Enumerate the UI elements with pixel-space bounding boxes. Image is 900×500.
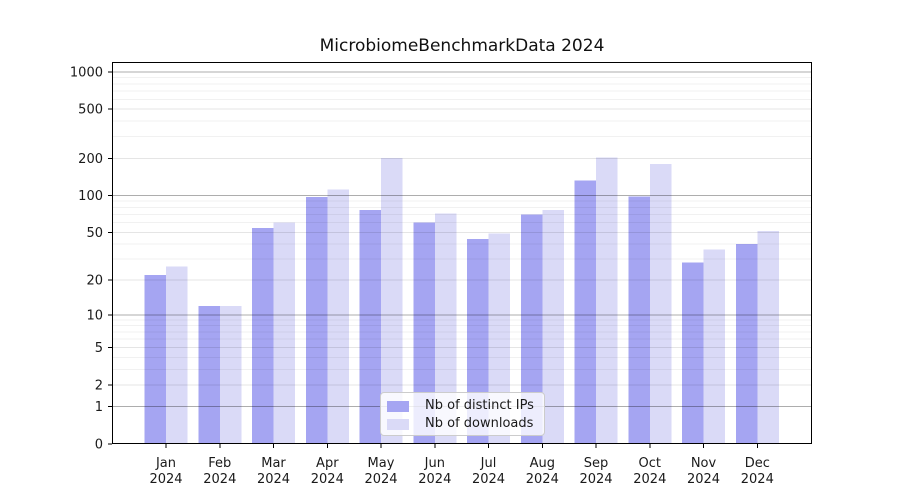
y-tick-label: 200 xyxy=(78,152,103,167)
x-tick-label-month: Oct xyxy=(639,456,661,471)
x-tick-label-month: May xyxy=(368,456,395,471)
legend: Nb of distinct IPs Nb of downloads xyxy=(380,392,545,436)
y-tick-label: 1 xyxy=(95,400,103,415)
bar-downloads xyxy=(757,231,779,444)
y-tick-label: 10 xyxy=(86,308,103,323)
x-tick-label-month: Mar xyxy=(261,456,286,471)
bar-distinct-ips xyxy=(682,262,704,444)
legend-label-downloads: Nb of downloads xyxy=(425,416,534,431)
bar-distinct-ips xyxy=(735,244,758,444)
chart-title: MicrobiomeBenchmarkData 2024 xyxy=(319,36,605,56)
bar-distinct-ips xyxy=(198,305,220,444)
x-tick-label-year: 2024 xyxy=(687,472,720,487)
x-tick-label-month: Jan xyxy=(155,456,176,471)
bar-downloads xyxy=(381,158,403,444)
bar-downloads xyxy=(327,189,349,444)
legend-label-distinct-ips: Nb of distinct IPs xyxy=(425,398,534,413)
legend-item-downloads: Nb of downloads xyxy=(387,415,534,433)
bar-distinct-ips xyxy=(628,196,650,444)
axis-frame xyxy=(112,62,812,444)
x-tick-label-year: 2024 xyxy=(149,472,182,487)
y-tick-label: 50 xyxy=(86,226,103,241)
y-tick-label: 2 xyxy=(95,378,103,393)
bar-distinct-ips xyxy=(144,275,166,444)
bar-downloads xyxy=(434,213,457,444)
y-tick-label: 500 xyxy=(78,103,103,118)
bar-downloads xyxy=(166,266,188,444)
x-tick-label-year: 2024 xyxy=(526,472,559,487)
x-tick-label-year: 2024 xyxy=(418,472,451,487)
bar-downloads xyxy=(703,249,725,444)
x-tick-label-year: 2024 xyxy=(311,472,344,487)
bar-distinct-ips xyxy=(520,214,543,444)
bar-downloads xyxy=(219,305,242,444)
x-tick-label-year: 2024 xyxy=(741,472,774,487)
y-tick-label: 1000 xyxy=(70,65,103,80)
x-tick-label-month: Sep xyxy=(584,456,609,471)
y-tick-label: 0 xyxy=(95,438,103,453)
legend-item-distinct-ips: Nb of distinct IPs xyxy=(387,397,534,415)
x-tick-label-month: Feb xyxy=(208,456,231,471)
x-tick-label-year: 2024 xyxy=(257,472,290,487)
y-tick-label: 5 xyxy=(95,341,103,356)
bar-distinct-ips xyxy=(305,197,328,444)
x-tick-label-month: Nov xyxy=(691,456,717,471)
y-tick-label: 20 xyxy=(86,274,103,289)
x-tick-label-year: 2024 xyxy=(364,472,397,487)
bar-downloads xyxy=(542,210,564,444)
bar-downloads xyxy=(649,164,672,444)
x-tick-label-month: Aug xyxy=(530,456,555,471)
bar-downloads xyxy=(488,233,510,444)
legend-swatch-downloads-icon xyxy=(387,418,409,430)
y-tick-label: 100 xyxy=(78,189,103,204)
bar-distinct-ips xyxy=(252,228,274,444)
bar-distinct-ips xyxy=(359,210,381,444)
x-tick-label-year: 2024 xyxy=(203,472,236,487)
bar-downloads xyxy=(273,222,295,444)
bar-distinct-ips xyxy=(574,180,596,444)
bar-distinct-ips xyxy=(413,222,435,444)
x-tick-label-year: 2024 xyxy=(579,472,612,487)
legend-swatch-distinct-ips-icon xyxy=(387,400,409,412)
x-tick-label-month: Apr xyxy=(316,456,339,471)
x-tick-label-month: Jul xyxy=(480,456,497,471)
x-tick-label-month: Jun xyxy=(424,456,445,471)
x-tick-label-year: 2024 xyxy=(633,472,666,487)
bar-downloads xyxy=(596,157,618,445)
x-tick-label-year: 2024 xyxy=(472,472,505,487)
x-tick-label-month: Dec xyxy=(745,456,770,471)
